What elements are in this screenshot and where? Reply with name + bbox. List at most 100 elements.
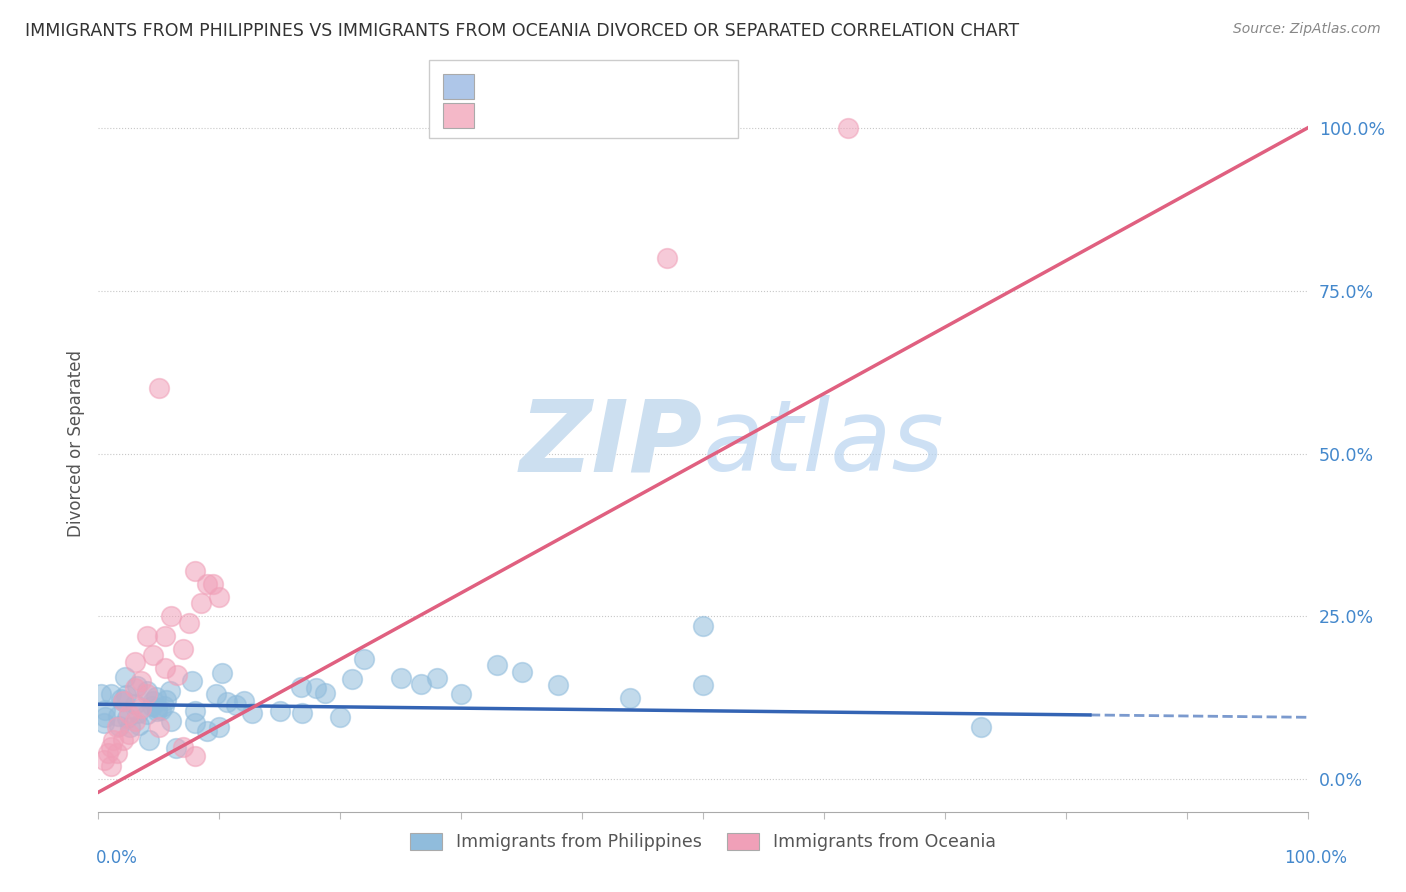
Point [135, 629, 157, 643]
Point [411, 677, 433, 691]
Point [124, 714, 146, 728]
Text: 0.0%: 0.0% [96, 849, 138, 867]
Point [183, 715, 205, 730]
Point [305, 681, 328, 695]
Point [145, 690, 167, 704]
Point [692, 619, 714, 633]
Point [120, 720, 142, 734]
Point [141, 699, 163, 714]
Point [90, 687, 112, 701]
Point [202, 576, 225, 591]
Point [146, 704, 169, 718]
Point [93, 716, 115, 731]
Point [510, 665, 533, 679]
Point [195, 724, 218, 739]
Point [138, 732, 160, 747]
Point [153, 698, 176, 713]
Point [111, 694, 134, 708]
Point [94, 709, 117, 723]
Point [153, 629, 176, 643]
Point [181, 673, 204, 688]
Text: 36: 36 [637, 108, 657, 122]
Point [225, 698, 247, 712]
Point [93, 753, 115, 767]
Text: ZIP: ZIP [520, 395, 703, 492]
Point [115, 711, 138, 725]
Point [129, 674, 152, 689]
Legend: Immigrants from Philippines, Immigrants from Oceania: Immigrants from Philippines, Immigrants … [404, 826, 1002, 858]
Point [114, 688, 136, 702]
Point [155, 693, 177, 707]
Point [100, 687, 122, 701]
Point [970, 720, 993, 734]
Point [146, 701, 169, 715]
Point [127, 706, 149, 721]
Text: 0.819: 0.819 [527, 108, 578, 122]
Point [148, 720, 170, 734]
Point [655, 251, 678, 265]
Point [107, 709, 129, 723]
Point [692, 678, 714, 692]
Point [136, 684, 159, 698]
Point [153, 661, 176, 675]
Point [184, 704, 207, 718]
Text: R =: R = [485, 108, 520, 122]
Point [269, 704, 291, 718]
Point [353, 651, 375, 665]
Point [242, 706, 264, 720]
Point [100, 739, 122, 754]
Point [128, 718, 150, 732]
Text: 61: 61 [637, 79, 657, 94]
Point [450, 688, 472, 702]
Point [125, 679, 148, 693]
Point [208, 720, 231, 734]
Text: 100.0%: 100.0% [1284, 849, 1347, 867]
Point [105, 720, 128, 734]
Text: N =: N = [589, 108, 636, 122]
Point [97, 746, 120, 760]
Point [111, 733, 134, 747]
Point [211, 666, 233, 681]
Point [232, 694, 254, 708]
Point [135, 688, 157, 702]
Point [290, 681, 312, 695]
Point [142, 694, 165, 708]
Point [486, 658, 509, 673]
Point [124, 655, 146, 669]
Text: R =: R = [485, 79, 520, 94]
Point [124, 698, 146, 712]
Point [184, 564, 207, 578]
Point [101, 733, 124, 747]
Point [105, 746, 128, 760]
Point [150, 703, 173, 717]
Point [172, 641, 194, 656]
Point [195, 576, 218, 591]
Point [110, 691, 132, 706]
Point [426, 671, 449, 685]
Point [208, 590, 231, 604]
Point [118, 726, 141, 740]
Point [107, 719, 129, 733]
Text: N =: N = [589, 79, 636, 94]
Point [166, 668, 188, 682]
Point [160, 714, 183, 728]
Point [314, 686, 336, 700]
Point [148, 381, 170, 395]
Point [165, 741, 187, 756]
Point [619, 690, 641, 705]
Point [547, 678, 569, 692]
Point [111, 694, 134, 708]
Point [172, 739, 194, 754]
Point [205, 687, 228, 701]
Point [160, 609, 183, 624]
Point [114, 670, 136, 684]
Point [179, 615, 201, 630]
Point [94, 703, 117, 717]
Text: IMMIGRANTS FROM PHILIPPINES VS IMMIGRANTS FROM OCEANIA DIVORCED OR SEPARATED COR: IMMIGRANTS FROM PHILIPPINES VS IMMIGRANT… [25, 22, 1019, 40]
Point [129, 700, 152, 714]
Point [837, 120, 859, 135]
Point [291, 706, 314, 720]
Point [159, 684, 181, 698]
Point [190, 596, 212, 610]
Text: -0.100: -0.100 [527, 79, 579, 94]
